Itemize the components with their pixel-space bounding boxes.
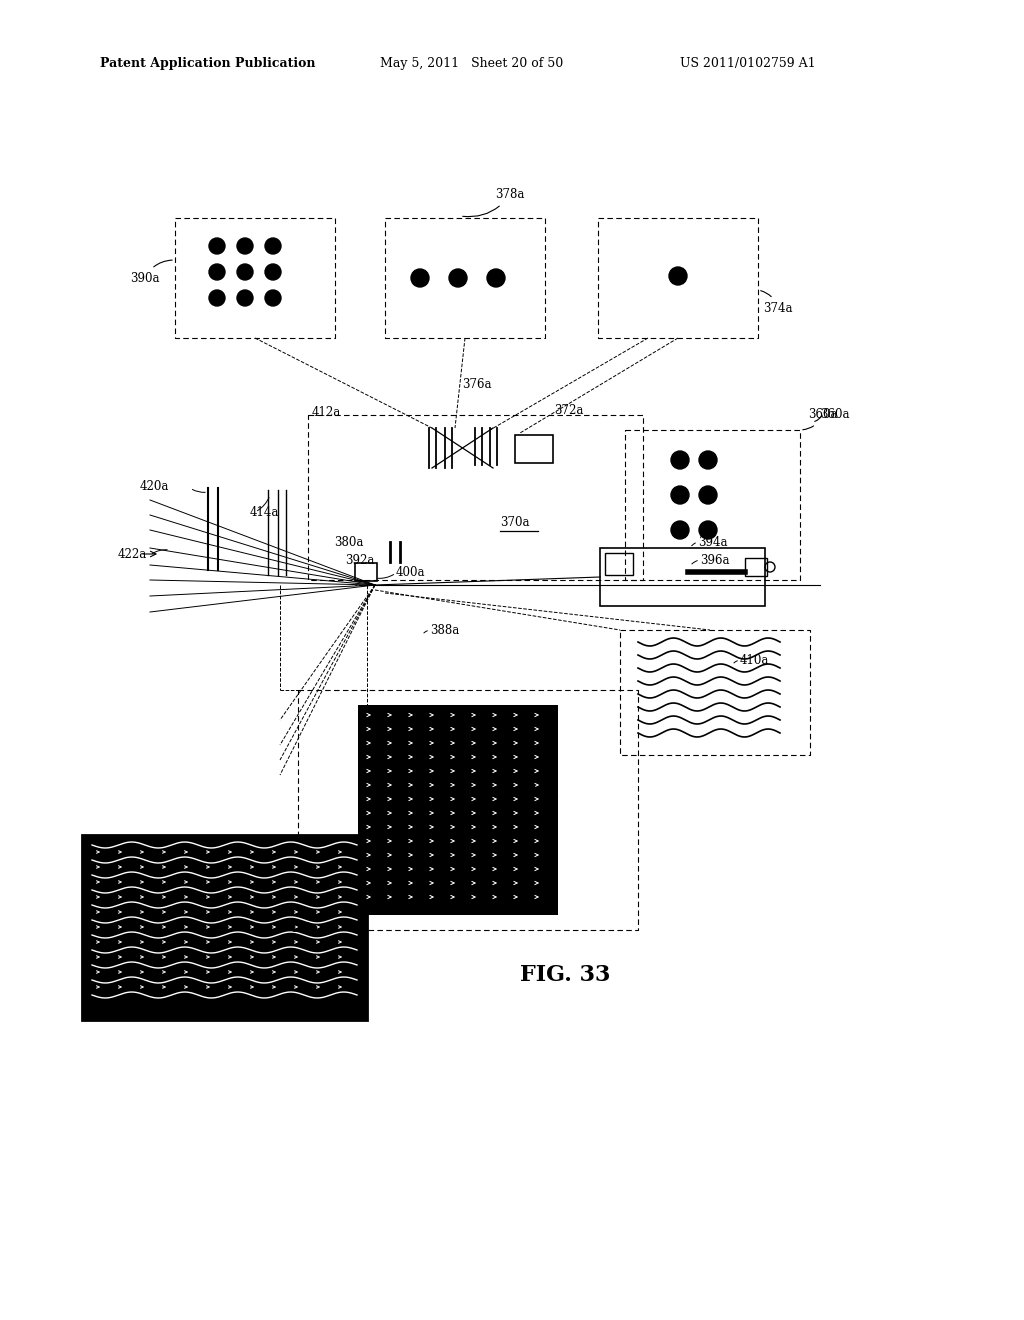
Text: 414a: 414a: [530, 787, 559, 800]
Bar: [82, 836, 367, 1020]
Text: 388a: 388a: [430, 623, 459, 636]
Circle shape: [265, 238, 281, 253]
Circle shape: [669, 267, 687, 285]
Circle shape: [237, 290, 253, 306]
Text: 360a: 360a: [803, 408, 838, 430]
Text: 422a: 422a: [118, 549, 147, 561]
Text: 420a: 420a: [140, 480, 169, 494]
Bar: [355, 564, 377, 581]
Bar: [605, 553, 633, 576]
Text: 396a: 396a: [700, 553, 729, 566]
Circle shape: [671, 451, 689, 469]
Text: Patent Application Publication: Patent Application Publication: [100, 57, 315, 70]
Circle shape: [209, 238, 225, 253]
Text: 390a: 390a: [130, 260, 172, 285]
Circle shape: [209, 264, 225, 280]
Circle shape: [699, 521, 717, 539]
Circle shape: [699, 451, 717, 469]
Text: 370a: 370a: [500, 516, 529, 529]
Text: US 2011/0102759 A1: US 2011/0102759 A1: [680, 57, 816, 70]
Bar: [745, 558, 767, 576]
Circle shape: [265, 290, 281, 306]
Bar: [515, 436, 553, 463]
Text: 378a: 378a: [463, 189, 524, 216]
Circle shape: [265, 264, 281, 280]
Text: 360a: 360a: [820, 408, 850, 421]
Circle shape: [699, 486, 717, 504]
Text: 414a: 414a: [250, 506, 280, 519]
Circle shape: [237, 238, 253, 253]
Text: 424a: 424a: [290, 921, 319, 935]
Bar: [358, 705, 558, 915]
Text: 392a: 392a: [345, 553, 375, 566]
Circle shape: [671, 486, 689, 504]
Text: 372a: 372a: [554, 404, 584, 417]
Text: FIG. 33: FIG. 33: [520, 964, 610, 986]
Text: 400a: 400a: [396, 566, 426, 579]
Circle shape: [449, 269, 467, 286]
Circle shape: [487, 269, 505, 286]
Circle shape: [209, 290, 225, 306]
Text: 412a: 412a: [312, 405, 341, 418]
Text: May 5, 2011   Sheet 20 of 50: May 5, 2011 Sheet 20 of 50: [380, 57, 563, 70]
Text: 376a: 376a: [462, 379, 492, 392]
Text: 374a: 374a: [761, 290, 793, 314]
Text: 394a: 394a: [698, 536, 727, 549]
Text: 410a: 410a: [740, 653, 769, 667]
Bar: [600, 548, 765, 606]
Text: 380a: 380a: [334, 536, 364, 549]
Circle shape: [671, 521, 689, 539]
Circle shape: [237, 264, 253, 280]
Circle shape: [411, 269, 429, 286]
